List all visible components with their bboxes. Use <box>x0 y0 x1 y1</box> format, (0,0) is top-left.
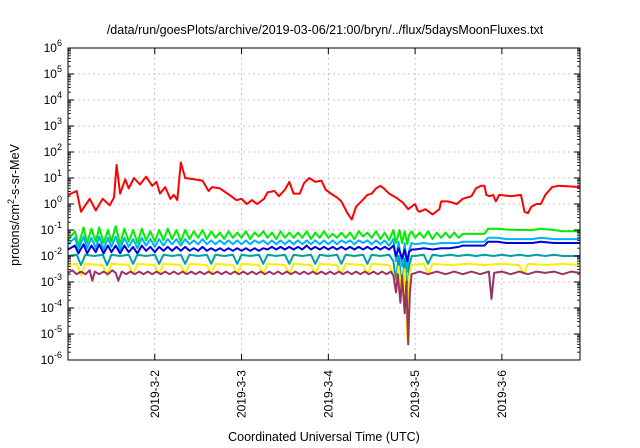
chart-title: /data/run/goesPlots/archive/2019-03-06/2… <box>107 23 544 37</box>
y-tick-base: 10 <box>44 197 58 211</box>
y-tick-label: 101 <box>44 168 62 185</box>
y-tick-exponent: 2 <box>57 142 62 152</box>
y-tick-label: 10-6 <box>41 350 62 367</box>
y-axis-title-part2: -s-sr-MeV <box>8 143 22 199</box>
y-tick-exponent: -3 <box>54 272 62 282</box>
y-tick-base: 10 <box>44 93 58 107</box>
y-tick-exponent: 3 <box>57 116 62 126</box>
x-axis-title: Coordinated Universal Time (UTC) <box>228 430 420 444</box>
x-tick-labels: 2019-3-2 2019-3-3 2019-3-4 2019-3-5 2019-3-6 <box>148 370 509 418</box>
y-tick-base: 10 <box>44 119 58 133</box>
y-tick-base: 10 <box>44 171 58 185</box>
y-axis-title-part1: protons/cm <box>8 204 22 266</box>
series-line-2 <box>67 225 580 247</box>
series-line-3 <box>67 235 580 273</box>
y-tick-exponent: 4 <box>57 90 62 100</box>
series-line-7 <box>67 269 581 346</box>
y-tick-base: 10 <box>44 41 58 55</box>
y-tick-exponent: 0 <box>57 194 62 204</box>
y-tick-label: 10-1 <box>41 220 62 237</box>
y-tick-label: 103 <box>44 116 62 133</box>
y-tick-exponent: -4 <box>54 298 62 308</box>
grid <box>68 48 580 360</box>
y-tick-exponent: 6 <box>57 38 62 48</box>
y-tick-base: 10 <box>44 145 58 159</box>
y-tick-base: 10 <box>41 353 55 367</box>
x-tick-label: 2019-3-6 <box>495 370 509 418</box>
y-tick-label: 105 <box>44 64 62 81</box>
y-tick-base: 10 <box>41 327 55 341</box>
y-tick-label: 102 <box>44 142 62 159</box>
y-tick-exponent: -2 <box>54 246 62 256</box>
y-tick-label: 100 <box>44 194 62 211</box>
y-tick-base: 10 <box>41 249 55 263</box>
y-tick-base: 10 <box>41 223 55 237</box>
y-tick-label: 106 <box>44 38 62 55</box>
series-layer <box>67 161 581 346</box>
y-tick-base: 10 <box>41 301 55 315</box>
y-tick-labels: 10-610-510-410-310-210-11001011021031041… <box>41 38 62 367</box>
y-tick-label: 104 <box>44 90 62 107</box>
y-tick-exponent: -6 <box>54 350 62 360</box>
y-tick-exponent: -1 <box>54 220 62 230</box>
series-line-5 <box>67 253 580 299</box>
x-tick-label: 2019-3-3 <box>235 370 249 418</box>
ticks <box>68 47 580 361</box>
series-line-6 <box>67 262 581 341</box>
x-tick-label: 2019-3-5 <box>408 370 422 418</box>
x-tick-label: 2019-3-2 <box>148 370 162 418</box>
y-tick-exponent: -5 <box>54 324 62 334</box>
y-axis-title-sup: 2 <box>6 199 16 204</box>
y-tick-exponent: 5 <box>57 64 62 74</box>
series-line-1 <box>67 161 581 221</box>
y-tick-exponent: 1 <box>57 168 62 178</box>
series-line-4 <box>67 240 580 263</box>
y-tick-label: 10-3 <box>41 272 62 289</box>
y-tick-label: 10-2 <box>41 246 62 263</box>
y-axis-title: protons/cm2-s-sr-MeV <box>6 143 22 265</box>
y-tick-base: 10 <box>41 275 55 289</box>
y-tick-base: 10 <box>44 67 58 81</box>
x-tick-label: 2019-3-4 <box>321 370 335 418</box>
y-tick-label: 10-5 <box>41 324 62 341</box>
y-tick-label: 10-4 <box>41 298 62 315</box>
